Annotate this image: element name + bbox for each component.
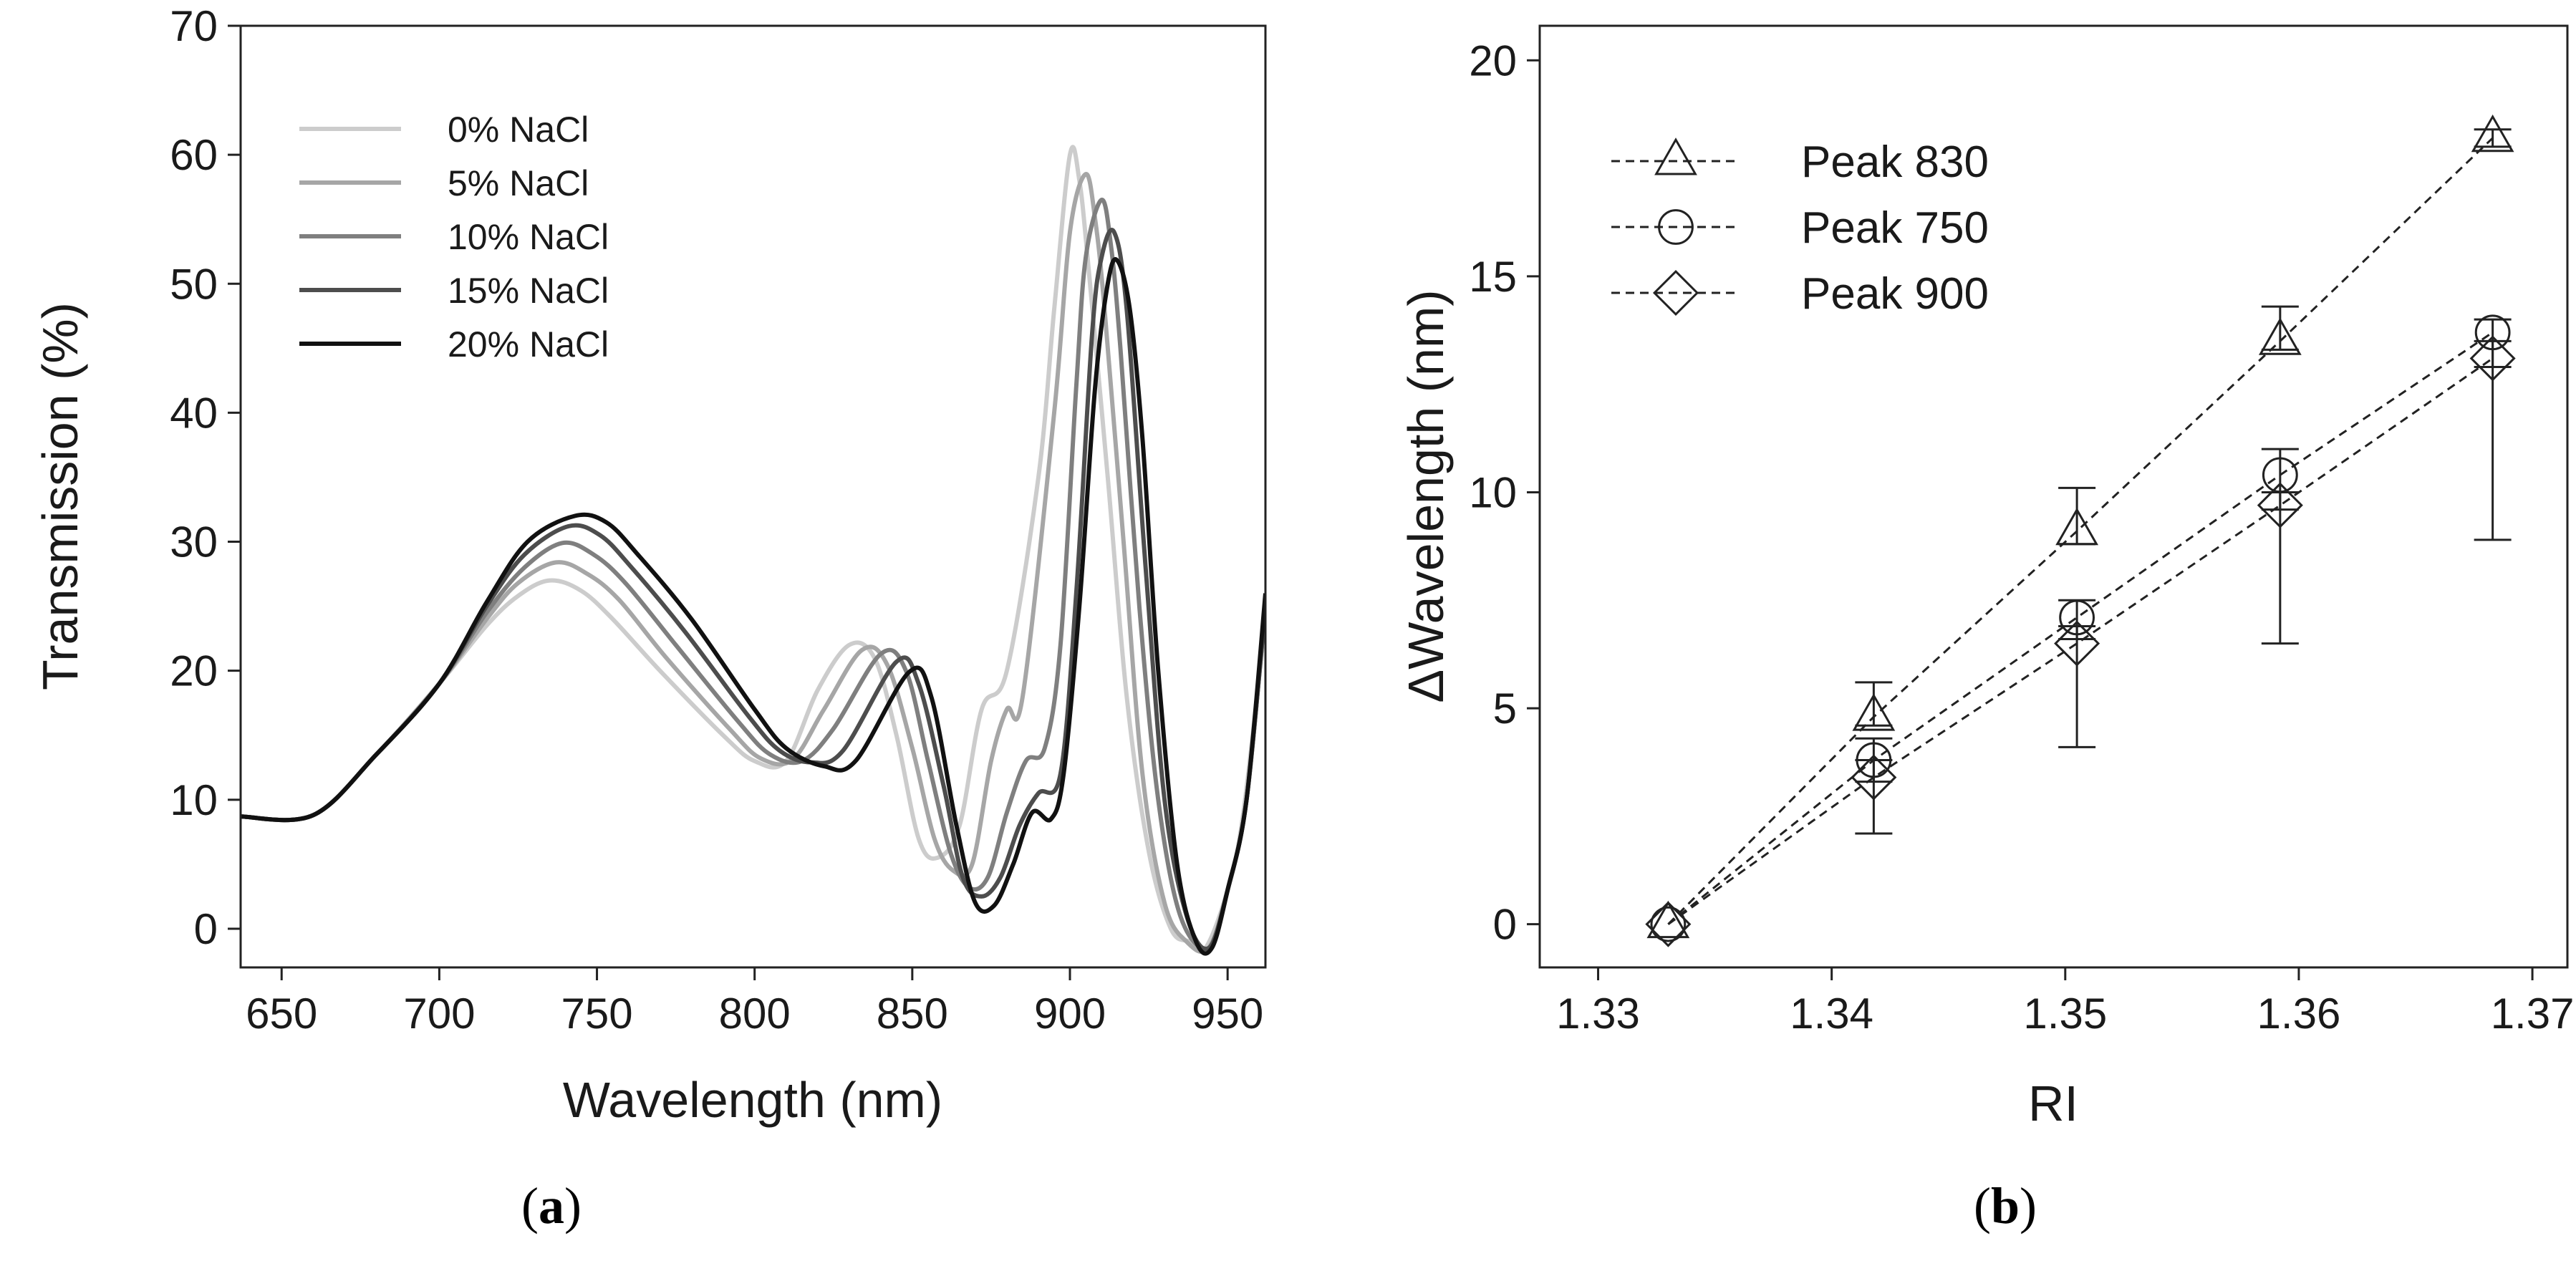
- panel-a-x-tick-label: 700: [403, 990, 475, 1038]
- panel-a-plot-frame: [239, 24, 1267, 969]
- panel-a-y-tick-label: 20: [170, 647, 218, 695]
- panel-b-series-line-1: [1667, 332, 2494, 925]
- panel-a-legend-label-3: 15% NaCl: [448, 271, 609, 311]
- panel-b-series-line-2: [1667, 357, 2494, 925]
- panel-a-series-line-1: [241, 172, 1265, 955]
- panel-b-marker-0-4: [2471, 114, 2514, 153]
- panel-b-y-tick-label: 10: [1469, 468, 1517, 516]
- panel-b-y-axis-title: ΔWavelength (nm): [1398, 289, 1454, 702]
- panel-b-x-tick-label: 1.37: [2491, 990, 2575, 1038]
- panel-b-caption-open: (: [1974, 1177, 1991, 1235]
- panel-a-y-tick-label: 70: [170, 2, 218, 50]
- panel-b-x-tick-label: 1.34: [1790, 990, 1873, 1038]
- panel-b-marker-2-4: [2469, 335, 2516, 382]
- panel-b-marker-0-2: [2055, 507, 2098, 546]
- panel-b-x-tick-label: 1.36: [2257, 990, 2341, 1038]
- panel-a-y-axis-title: Transmission (%): [32, 302, 88, 690]
- panel-a-y-tick-label: 40: [170, 389, 218, 437]
- panel-b-marker-0-3: [2258, 317, 2302, 355]
- panel-b-y-tick-label: 5: [1493, 685, 1517, 733]
- panel-a-x-axis-title: Wavelength (nm): [563, 1072, 942, 1128]
- panel-a-y-tick-label: 10: [170, 776, 218, 824]
- panel-b-marker-2-2: [2054, 620, 2100, 667]
- panel-b-shift-chart: 1.33 1.34 1.35 1.36 1.37 0 5 10 15 20 RI ΔWavelen…: [1398, 24, 2575, 1131]
- panel-a-y-tick-label: 50: [170, 260, 218, 308]
- panel-b-marker-0-0: [1646, 900, 1690, 939]
- panel-b-legend-label-0: Peak 830: [1801, 137, 1989, 187]
- panel-a-y-tick-label: 0: [194, 905, 218, 953]
- panel-a-transmission-chart: 650 700 750 800 850 900 950 0 10 20 30 40 50 60 70 Wav…: [32, 2, 1267, 1128]
- panel-a-x-tick-label: 750: [561, 990, 632, 1038]
- panel-a-x-tick-label: 900: [1034, 990, 1106, 1038]
- panel-a-y-tick-label: 30: [170, 518, 218, 566]
- panel-a-caption-close: ): [564, 1177, 582, 1235]
- panel-a-x-tick-label: 650: [246, 990, 317, 1038]
- panel-b-legend-marker-0: [1654, 137, 1697, 175]
- panel-a-series-line-3: [241, 228, 1265, 952]
- panel-b-legend-label-1: Peak 750: [1801, 203, 1989, 253]
- panel-b-y-tick-label: 20: [1469, 37, 1517, 84]
- panel-a-caption: (a): [521, 1177, 582, 1235]
- panel-a-y-tick-label: 60: [170, 131, 218, 179]
- panel-b-marker-1-0: [1650, 906, 1687, 942]
- panel-b-y-tick-label: 15: [1469, 253, 1517, 301]
- panel-a-legend-label-2: 10% NaCl: [448, 217, 609, 257]
- panel-a-legend-label-1: 5% NaCl: [448, 163, 589, 203]
- panel-b-legend-marker-2: [1652, 269, 1699, 317]
- panel-a-legend-label-0: 0% NaCl: [448, 110, 589, 150]
- panel-b-marker-2-0: [1645, 901, 1692, 947]
- panel-a-caption-open: (: [521, 1177, 539, 1235]
- panel-a-legend-label-4: 20% NaCl: [448, 324, 609, 364]
- panel-b-legend-marker-1: [1658, 209, 1694, 245]
- panel-b-x-tick-label: 1.35: [2023, 990, 2107, 1038]
- panel-b-y-tick-label: 0: [1493, 901, 1517, 949]
- panel-b-caption: (b): [1974, 1177, 2037, 1235]
- panel-b-x-axis-title: RI: [2028, 1076, 2078, 1131]
- panel-a-x-tick-label: 950: [1192, 990, 1263, 1038]
- panel-a-x-tick-label: 800: [719, 990, 791, 1038]
- panel-a-caption-letter: a: [539, 1177, 564, 1235]
- panel-b-marker-0-1: [1852, 693, 1896, 731]
- panel-b-marker-2-1: [1851, 754, 1897, 801]
- panel-b-caption-letter: b: [1991, 1177, 2020, 1235]
- panel-b-series-line-0: [1667, 137, 2494, 925]
- panel-a-series-line-0: [241, 145, 1265, 954]
- panel-a-series-line-2: [241, 198, 1265, 952]
- panel-b-x-tick-label: 1.33: [1556, 990, 1640, 1038]
- panel-b-plot-frame: [1538, 24, 2569, 969]
- panel-a-series-line-4: [241, 257, 1265, 956]
- panel-b-legend-label-2: Peak 900: [1801, 269, 1989, 319]
- panel-b-caption-close: ): [2020, 1177, 2037, 1235]
- panel-a-x-tick-label: 850: [877, 990, 948, 1038]
- panel-b-marker-2-3: [2257, 482, 2303, 528]
